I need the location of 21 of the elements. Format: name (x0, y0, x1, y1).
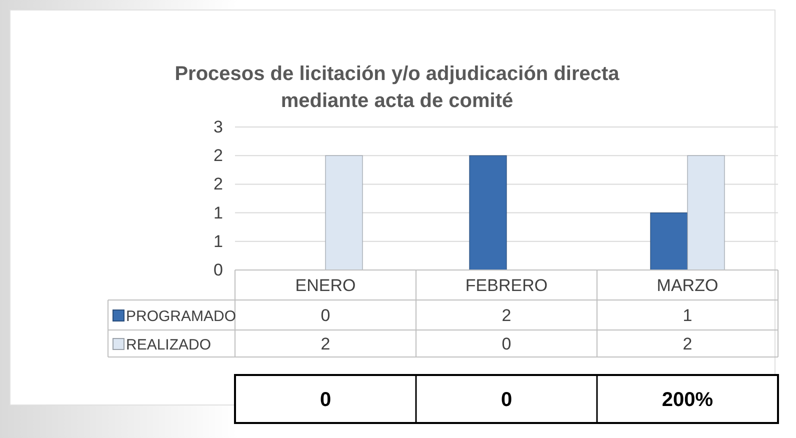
y-tick-label: 1 (214, 203, 223, 222)
y-tick-label: 2 (214, 146, 223, 166)
text: 200% (662, 389, 714, 411)
y-tick-label: 3 (214, 117, 223, 136)
data-label: 1 (682, 306, 692, 325)
legend-label: REALIZADO (126, 336, 212, 354)
data-label: 2 (320, 334, 330, 354)
data-label: 2 (682, 334, 692, 354)
x-tick-label: MARZO (656, 276, 718, 295)
data-label: 0 (320, 306, 330, 325)
y-tick-label: 1 (214, 232, 223, 251)
text: 0 (320, 389, 332, 411)
chart-title: Procesos de licitación y/o adjudicación directa mediante acta de comité (174, 63, 620, 112)
x-tick-label: FEBRERO (465, 276, 548, 295)
text: 0 (500, 389, 512, 411)
legend-label: PROGRAMADO (126, 308, 236, 325)
data-label: 2 (502, 306, 512, 325)
x-tick-label: ENERO (295, 276, 356, 295)
y-tick-label: 0 (214, 260, 223, 280)
y-tick-label: 2 (214, 174, 223, 194)
data-label: 0 (502, 334, 512, 354)
